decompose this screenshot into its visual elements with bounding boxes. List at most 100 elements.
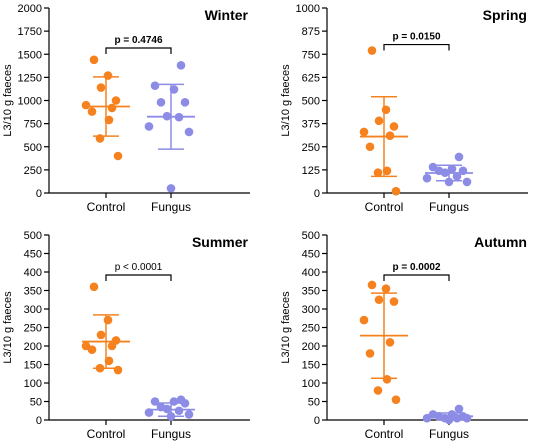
y-axis-label: L3/10 g faeces: [280, 64, 292, 137]
y-tick-label: 0: [314, 415, 320, 427]
series-control: [81, 55, 130, 161]
y-tick-label: 300: [24, 304, 42, 316]
data-point: [462, 177, 472, 187]
data-point: [166, 184, 176, 193]
y-tick-label: 0: [314, 188, 320, 200]
y-tick-label: 1500: [18, 49, 42, 61]
chart-panel-winter: 0 250 500 750 1000 1250 1500 1750 2000 L3/10 g fa…: [2, 3, 250, 214]
data-point: [113, 365, 123, 375]
data-point: [184, 410, 194, 419]
data-point: [374, 116, 384, 126]
y-tick-label: 350: [24, 286, 42, 298]
data-point: [374, 295, 384, 305]
y-tick-label: 450: [24, 249, 42, 261]
y-tick-label: 0: [36, 415, 42, 427]
x-tick-label: Fungus: [429, 200, 469, 214]
data-point: [150, 397, 160, 406]
data-point: [367, 46, 377, 55]
data-point: [447, 164, 457, 174]
data-point: [89, 55, 99, 65]
data-point: [373, 386, 383, 395]
x-tick-label: Fungus: [151, 427, 191, 441]
chart-title: Autumn: [474, 234, 527, 250]
series-fungus: [144, 395, 195, 421]
data-point: [359, 315, 369, 325]
y-tick-label: 500: [302, 230, 320, 242]
x-tick-label: Control: [87, 200, 126, 214]
y-tick-label: 2000: [18, 3, 42, 15]
data-point: [103, 315, 113, 325]
data-point: [385, 131, 395, 140]
p-value-label: p = 0.4746: [114, 35, 163, 46]
data-point: [365, 142, 375, 152]
data-point: [174, 406, 184, 416]
y-tick-label: 50: [308, 397, 320, 409]
chart-title: Spring: [483, 7, 527, 23]
chart-panel-spring: 0 125 250 375 500 625 750 875 1000 L3/10 g faeces…: [280, 3, 528, 214]
y-tick-label: 450: [302, 249, 320, 261]
data-point: [107, 341, 117, 351]
y-tick-label: 500: [302, 96, 320, 108]
data-point: [391, 395, 401, 404]
data-point: [150, 81, 160, 90]
data-point: [103, 71, 113, 80]
data-point: [452, 172, 462, 181]
data-point: [391, 186, 401, 196]
data-point: [452, 413, 462, 423]
data-point: [444, 177, 454, 187]
y-tick-label: 150: [24, 360, 42, 372]
y-axis-label: L3/10 g faeces: [280, 291, 292, 364]
y-tick-label: 500: [24, 230, 42, 242]
x-tick-label: Control: [365, 427, 404, 441]
data-point: [422, 413, 432, 423]
data-point: [359, 127, 369, 137]
data-point: [169, 85, 179, 94]
y-tick-label: 250: [302, 142, 320, 154]
p-value-label: p = 0.0002: [392, 262, 441, 273]
data-point: [96, 330, 106, 340]
data-point: [180, 399, 190, 408]
y-tick-label: 875: [302, 26, 320, 38]
y-tick-label: 0: [36, 188, 42, 200]
y-tick-label: 200: [24, 341, 42, 353]
y-tick-label: 150: [302, 360, 320, 372]
data-point: [385, 338, 395, 347]
data-point: [81, 100, 91, 110]
y-tick-label: 200: [302, 341, 320, 353]
data-point: [365, 349, 375, 358]
y-tick-label: 625: [302, 72, 320, 84]
chart-panel-summer: 0 50 100 150 200 250 300 350 400 450 500 L3/10 g fa…: [2, 230, 250, 441]
series-control: [359, 46, 408, 196]
data-point: [184, 127, 194, 137]
y-tick-label: 300: [302, 304, 320, 316]
x-tick-label: Fungus: [151, 200, 191, 214]
significance-bracket: [105, 47, 172, 54]
series-fungus: [144, 61, 195, 193]
x-tick-label: Fungus: [429, 427, 469, 441]
y-tick-label: 350: [302, 286, 320, 298]
y-axis-label: L3/10 g faeces: [2, 64, 14, 137]
data-point: [104, 115, 114, 125]
data-point: [381, 105, 391, 115]
data-point: [104, 356, 114, 366]
data-point: [382, 166, 392, 176]
data-point: [144, 122, 154, 131]
significance-bracket: [383, 274, 450, 281]
p-value-label: p < 0.0001: [115, 262, 163, 273]
y-tick-label: 500: [24, 142, 42, 154]
data-point: [89, 282, 99, 292]
series-control: [81, 282, 130, 375]
y-tick-label: 50: [30, 397, 42, 409]
data-point: [87, 107, 97, 116]
significance-bracket: [383, 43, 450, 51]
y-tick-label: 400: [302, 267, 320, 279]
y-tick-label: 1250: [18, 72, 42, 84]
data-point: [381, 284, 391, 293]
data-point: [176, 61, 186, 70]
y-tick-label: 1000: [18, 96, 42, 108]
y-tick-label: 100: [302, 378, 320, 390]
data-point: [156, 98, 166, 107]
y-tick-label: 250: [24, 323, 42, 335]
p-value-label: p = 0.0150: [392, 32, 441, 43]
